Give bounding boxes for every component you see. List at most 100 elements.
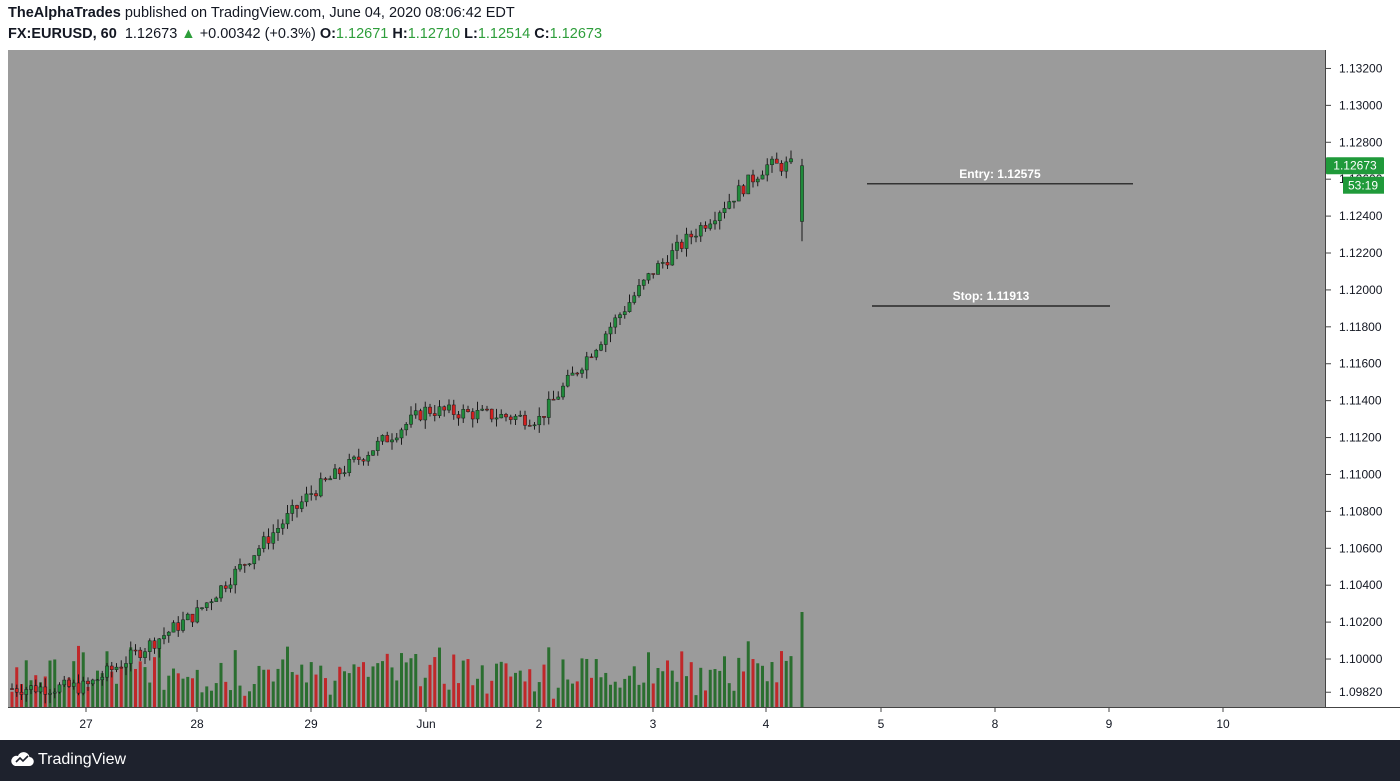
price-label: 1.10400 (1339, 578, 1383, 592)
volume-bar (727, 683, 731, 707)
candle (589, 353, 594, 359)
volume-bar (309, 662, 313, 707)
volume-bar (238, 685, 242, 707)
brand-name[interactable]: TradingView (38, 751, 127, 768)
volume-bar (433, 657, 437, 707)
candle (779, 160, 784, 176)
candle (147, 638, 152, 661)
volume-bar (224, 681, 228, 707)
candle (580, 367, 584, 378)
volume-bar (390, 667, 394, 707)
volume-bar (457, 683, 460, 707)
candle (342, 465, 347, 477)
candlestick-chart[interactable]: Entry: 1.12575 Stop: 1.11913 (8, 50, 1325, 707)
candle (138, 647, 143, 661)
candle (727, 193, 732, 210)
candle (176, 616, 181, 637)
candle (546, 391, 551, 425)
candle (247, 563, 252, 567)
time-label: 10 (1216, 717, 1230, 731)
candle (280, 519, 285, 535)
volume-bar (575, 681, 579, 707)
candle (157, 638, 162, 658)
candle (532, 421, 537, 430)
candle (413, 403, 418, 419)
candle (513, 414, 518, 426)
volume-bar (39, 682, 42, 707)
candle (162, 627, 166, 645)
volume-bar (229, 690, 232, 707)
volume-bar (504, 663, 508, 707)
volume-bar (704, 690, 707, 707)
countdown-badge: 53:19 (1343, 176, 1384, 194)
volume-bar (685, 676, 688, 707)
volume-bar (466, 659, 470, 707)
candle (800, 158, 804, 242)
price-label: 1.09820 (1339, 685, 1383, 699)
candle (285, 504, 290, 529)
volume-bar (10, 691, 14, 707)
candle (627, 294, 632, 313)
volume-bar (661, 671, 665, 707)
candle (152, 637, 157, 654)
volume-bar (590, 677, 593, 707)
volume-bar (200, 692, 204, 707)
chart-pane[interactable]: Entry: 1.12575 Stop: 1.11913 (8, 50, 1325, 707)
candle (271, 524, 276, 550)
time-label: 28 (190, 717, 204, 731)
candle (409, 406, 413, 428)
time-label: 29 (304, 717, 318, 731)
volume-bar (428, 664, 432, 707)
volume-bar (547, 647, 551, 707)
candle (119, 660, 124, 669)
volume-bar (290, 672, 294, 707)
volume-bar (300, 664, 304, 707)
price-label: 1.12200 (1339, 246, 1383, 260)
volume-bar (713, 669, 717, 707)
high-label: H: (392, 26, 408, 42)
volume-bar (143, 667, 147, 707)
volume-bar (314, 674, 318, 707)
price-axis[interactable]: 1.132001.130001.128001.126001.124001.122… (1325, 50, 1400, 707)
candle (475, 401, 480, 424)
volume-bar (718, 670, 722, 707)
candle (10, 683, 14, 690)
candle (760, 170, 765, 180)
volume-bar (400, 653, 403, 707)
candle (185, 612, 190, 621)
volume-bar (119, 666, 123, 707)
candle (632, 291, 637, 305)
change-up-arrow-icon: ▲ (181, 26, 196, 42)
candle (114, 663, 119, 673)
price-label: 1.11800 (1339, 320, 1382, 334)
candle (746, 174, 751, 195)
volume-bar (191, 678, 194, 707)
volume-bar (157, 646, 161, 707)
volume-bar (742, 671, 745, 707)
candles (10, 150, 804, 704)
volume-bar (186, 676, 190, 707)
time-axis[interactable]: 27 28 29 Jun 2 3 4 5 8 9 10 (8, 707, 1400, 739)
volume-bar (409, 658, 413, 707)
low-label: L: (464, 26, 478, 42)
candle (508, 414, 513, 425)
volume-bar (148, 682, 152, 707)
volume-bar (623, 678, 627, 707)
stop-line-annotation[interactable]: Stop: 1.11913 (872, 289, 1110, 307)
volume-bar (357, 666, 361, 707)
candle (732, 200, 736, 209)
time-label: Jun (416, 717, 435, 731)
author-name[interactable]: TheAlphaTrades (8, 5, 121, 21)
tradingview-cloud-icon[interactable] (10, 750, 34, 768)
symbol-label[interactable]: FX:EURUSD, 60 (8, 26, 117, 42)
volume-bar (362, 662, 365, 707)
price-label: 1.11600 (1339, 357, 1382, 371)
candle (736, 179, 741, 202)
volume-bar (756, 663, 760, 707)
candle (261, 531, 266, 553)
entry-line-annotation[interactable]: Entry: 1.12575 (867, 167, 1133, 185)
countdown-label: 53:19 (1348, 179, 1378, 193)
volume-bar (96, 670, 99, 707)
candle (670, 243, 675, 266)
volume-bar (138, 661, 142, 707)
